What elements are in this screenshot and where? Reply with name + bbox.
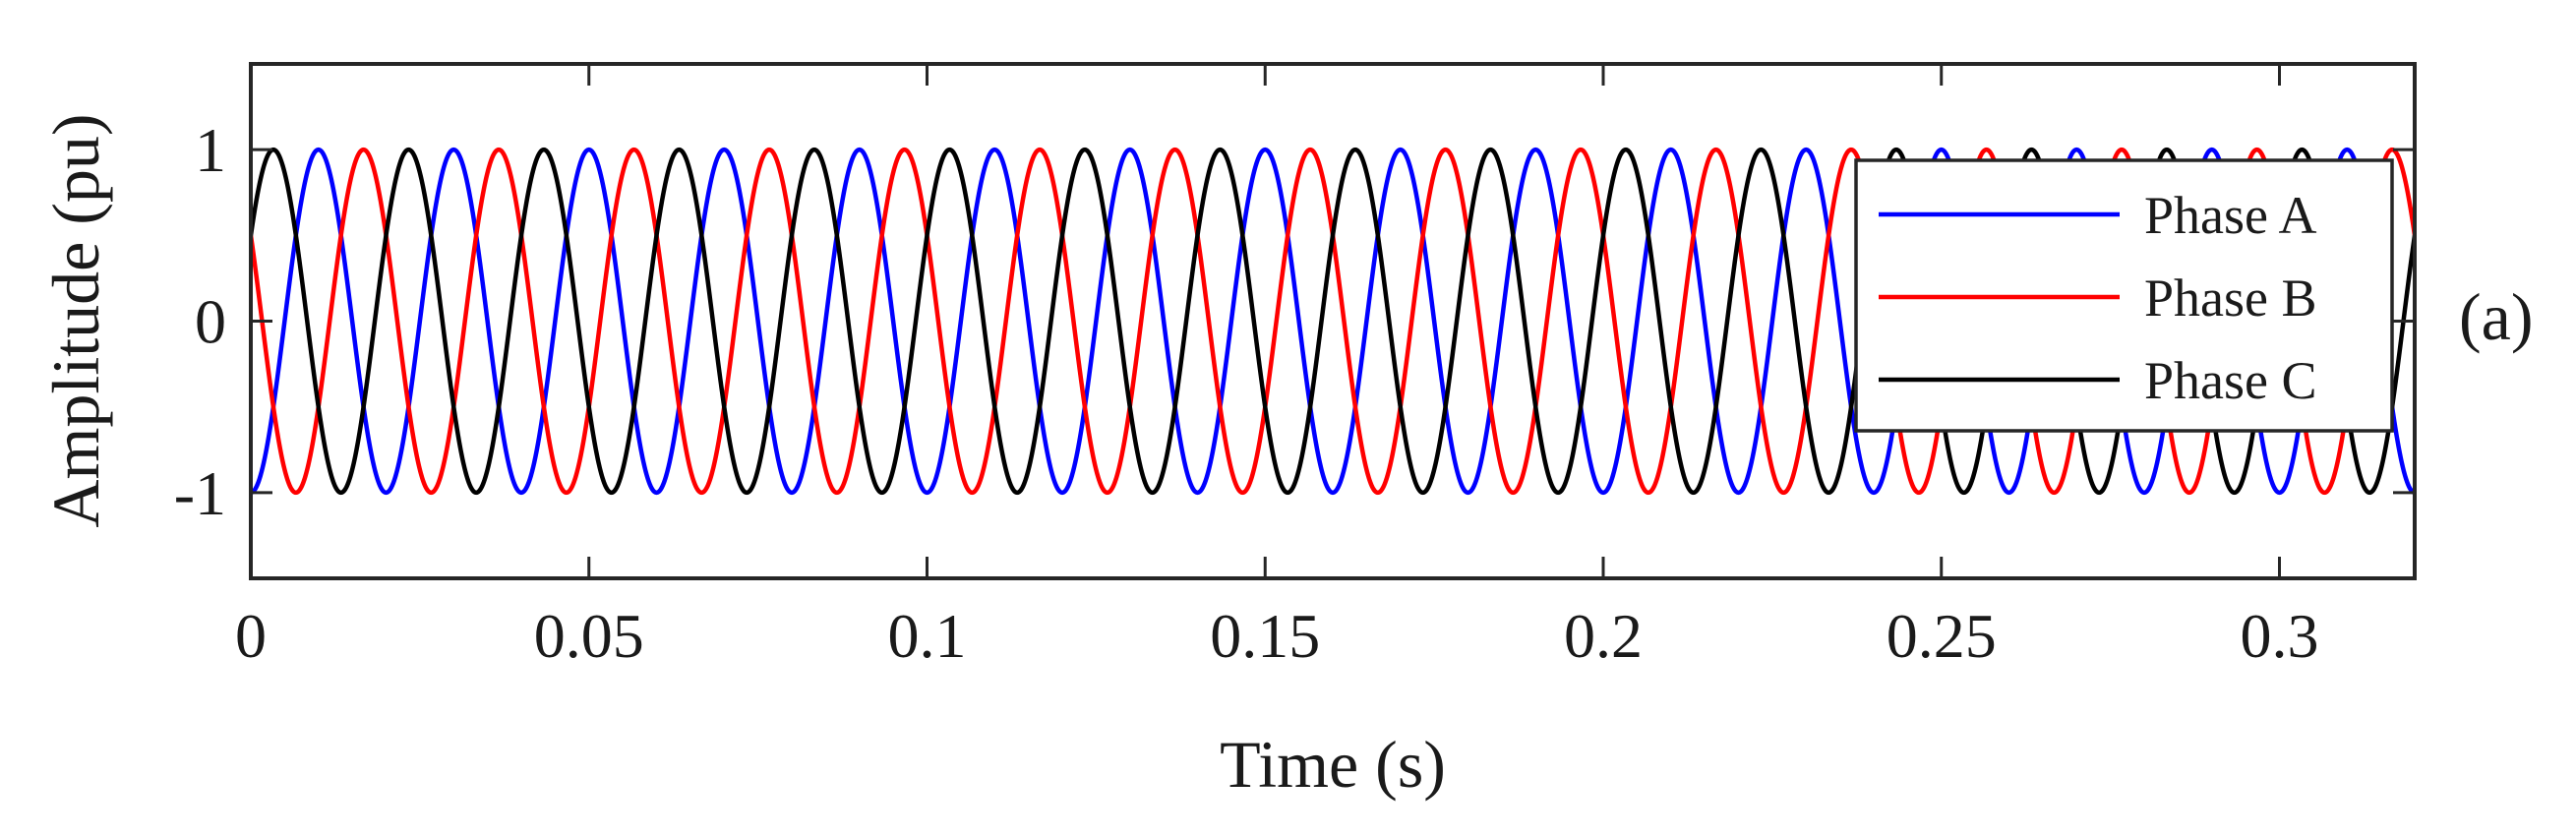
legend: Phase A Phase B Phase C (1854, 158, 2394, 433)
legend-label-phase-a: Phase A (2144, 186, 2317, 245)
y-axis-label: Amplitude (pu) (38, 113, 113, 527)
legend-label-phase-b: Phase B (2144, 269, 2317, 328)
panel-label: (a) (2459, 279, 2533, 354)
x-tick-label-2: 0.1 (888, 601, 967, 671)
y-tick-label-2: 1 (195, 115, 226, 185)
x-tick-label-1: 0.05 (534, 601, 644, 671)
x-tick-label-5: 0.25 (1887, 601, 1997, 671)
x-tick-label-3: 0.15 (1210, 601, 1320, 671)
y-tick-label-1: 0 (195, 287, 226, 357)
legend-label-phase-c: Phase C (2144, 351, 2317, 410)
x-tick-label-0: 0 (235, 601, 267, 671)
x-tick-label-6: 0.3 (2241, 601, 2319, 671)
y-axis-ticks: -1 0 1 (174, 115, 2415, 528)
x-tick-label-4: 0.2 (1564, 601, 1643, 671)
x-axis-ticks: 0 0.05 0.1 0.15 0.2 0.25 0.3 (235, 64, 2319, 671)
y-tick-label-0: -1 (174, 458, 226, 528)
x-axis-label: Time (s) (1220, 727, 1446, 802)
